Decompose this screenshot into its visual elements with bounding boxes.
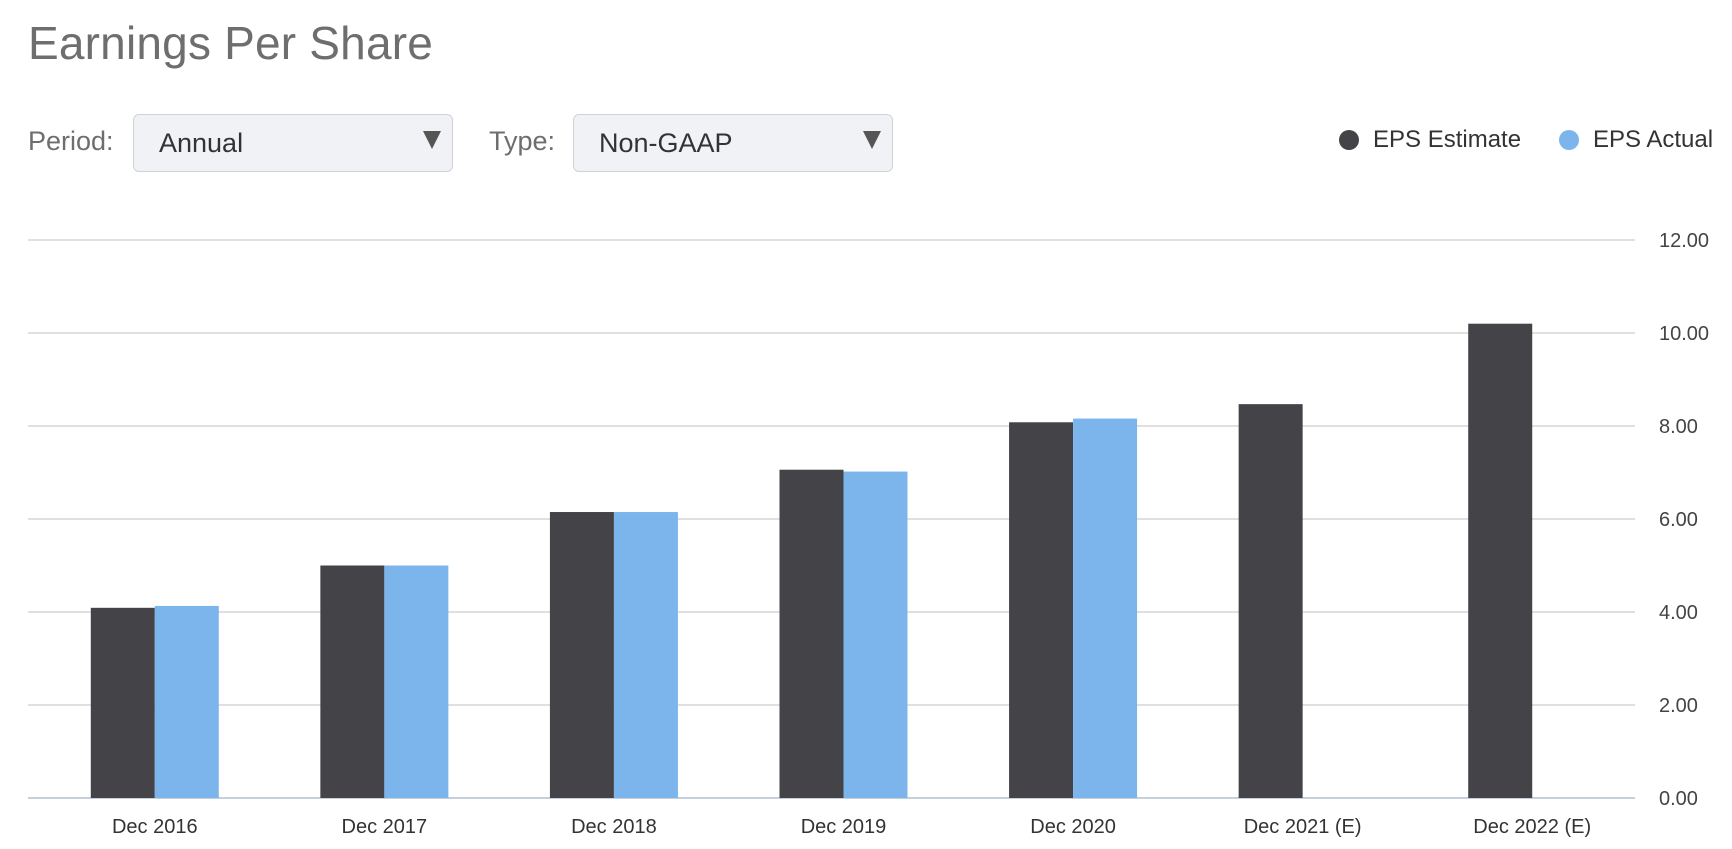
y-tick-label: 4.00 xyxy=(1659,602,1698,624)
bar-eps-actual xyxy=(384,565,449,798)
page-title: Earnings Per Share xyxy=(28,17,434,69)
chevron-down-icon xyxy=(423,131,441,149)
bar-eps-estimate xyxy=(549,512,614,798)
period-select-value: Annual xyxy=(159,128,244,158)
bar-eps-actual xyxy=(613,512,678,798)
legend-dot-icon xyxy=(1339,130,1359,150)
y-tick-label: 6.00 xyxy=(1659,509,1698,531)
legend-item-eps-actual[interactable]: EPS Actual xyxy=(1559,126,1713,154)
y-tick-label: 12.00 xyxy=(1659,230,1709,252)
legend-dot-icon xyxy=(1559,130,1579,150)
chevron-down-icon xyxy=(863,131,881,149)
y-tick-label: 0.00 xyxy=(1659,788,1698,810)
period-select[interactable]: Annual xyxy=(133,114,453,172)
x-tick-label: Dec 2016 xyxy=(112,816,198,838)
x-tick-label: Dec 2019 xyxy=(801,816,887,838)
x-tick-label: Dec 2018 xyxy=(571,816,657,838)
x-tick-label: Dec 2020 xyxy=(1030,816,1116,838)
y-tick-label: 2.00 xyxy=(1659,695,1698,717)
bar-eps-estimate xyxy=(320,565,385,798)
legend-item-eps-estimate[interactable]: EPS Estimate xyxy=(1339,126,1521,154)
type-label: Type: xyxy=(489,126,556,156)
bar-eps-actual xyxy=(843,471,908,798)
legend-label-eps-actual: EPS Actual xyxy=(1593,126,1714,153)
y-tick-label: 8.00 xyxy=(1659,416,1698,438)
legend-label-eps-estimate: EPS Estimate xyxy=(1373,126,1522,153)
x-tick-label: Dec 2022 (E) xyxy=(1473,816,1591,838)
period-label: Period: xyxy=(28,126,114,156)
x-tick-label: Dec 2017 xyxy=(342,816,428,838)
type-select-value: Non-GAAP xyxy=(599,128,733,158)
bar-eps-estimate xyxy=(1009,422,1074,798)
y-tick-label: 10.00 xyxy=(1659,323,1709,345)
bar-eps-estimate xyxy=(1238,404,1303,798)
bar-eps-estimate xyxy=(90,607,155,798)
bar-eps-estimate xyxy=(1468,323,1533,798)
x-tick-label: Dec 2021 (E) xyxy=(1244,816,1362,838)
bar-eps-actual xyxy=(1073,418,1138,798)
bar-eps-estimate xyxy=(779,469,844,798)
bar-eps-actual xyxy=(154,605,219,798)
type-select[interactable]: Non-GAAP xyxy=(573,114,893,172)
